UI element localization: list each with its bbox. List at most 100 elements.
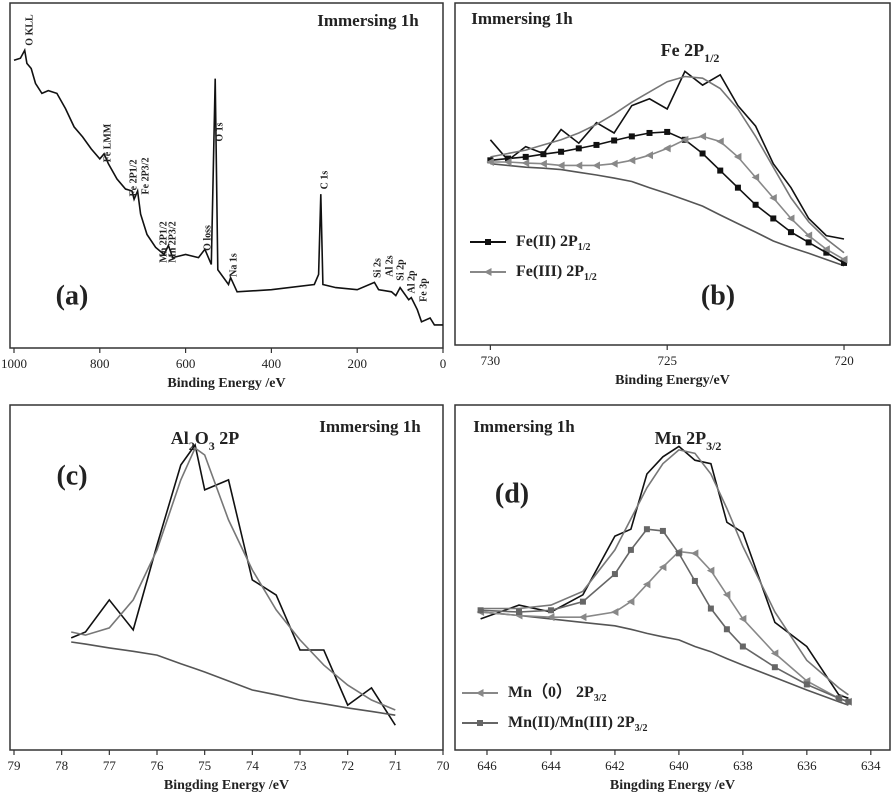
marker — [840, 255, 848, 264]
marker — [664, 128, 671, 135]
series-line — [480, 445, 849, 700]
marker — [699, 150, 706, 157]
x-tick-label: 74 — [246, 758, 260, 773]
marker — [680, 135, 689, 144]
x-axis-title: Binding Energy/eV — [615, 373, 730, 388]
x-tick-label: 71 — [389, 758, 402, 773]
marker — [658, 563, 667, 572]
panel-title: Mn 2P3/2 — [655, 428, 722, 453]
marker — [722, 590, 731, 599]
marker — [611, 571, 618, 578]
panel-label: (a) — [56, 280, 89, 311]
panel-title-part: 2P — [215, 428, 240, 448]
marker — [659, 527, 666, 534]
x-axis-title: Binding Energy /eV — [167, 376, 285, 391]
marker — [822, 245, 830, 254]
panel-title-part: Fe 2P — [661, 40, 704, 60]
legend-label: Fe(III) 2P1/2 — [516, 263, 597, 283]
marker — [574, 161, 583, 170]
x-tick-label: 640 — [669, 758, 689, 773]
legend-label-part: 1/2 — [578, 242, 591, 253]
sample-label: Immersing 1h — [473, 417, 575, 436]
series-line — [490, 75, 845, 254]
marker — [823, 249, 830, 256]
marker — [643, 526, 650, 533]
panel-title-part: 1/2 — [704, 51, 719, 65]
marker — [841, 259, 848, 266]
series-line — [71, 446, 396, 711]
marker — [505, 155, 512, 162]
x-tick-label: 0 — [440, 356, 447, 371]
x-tick-label: 636 — [797, 758, 817, 773]
x-tick-label: 72 — [341, 758, 354, 773]
panel-title-part: O — [195, 428, 209, 448]
sample-label: Immersing 1h — [471, 9, 573, 28]
series-line — [490, 162, 845, 267]
marker — [628, 133, 635, 140]
marker — [610, 159, 618, 168]
marker — [579, 598, 586, 605]
panel-title-part: 2 — [189, 439, 195, 453]
legend-label-part: Mn（0） 2P — [508, 683, 594, 701]
series-line — [480, 449, 849, 696]
plot-frame — [454, 404, 891, 751]
x-tick-label: 730 — [481, 353, 501, 368]
peak-label: O loss — [202, 225, 213, 251]
marker — [786, 214, 795, 223]
marker — [691, 577, 698, 584]
marker — [717, 167, 724, 174]
marker — [752, 201, 759, 208]
peak-label: Si 2s — [372, 258, 383, 278]
marker — [738, 614, 747, 623]
series-line — [13, 47, 443, 326]
panel-label: (c) — [56, 460, 87, 491]
x-tick-label: 720 — [834, 353, 854, 368]
panel-title-part: Mn 2P — [655, 428, 707, 448]
marker — [546, 613, 555, 622]
marker — [663, 144, 671, 153]
marker — [733, 152, 742, 161]
legend-label: Fe(II) 2P1/2 — [516, 233, 591, 253]
x-tick-label: 78 — [55, 758, 68, 773]
x-axis-title: Bingding Energy /eV — [164, 778, 289, 793]
x-tick-label: 1000 — [1, 356, 27, 371]
marker — [485, 239, 491, 245]
x-tick-label: 642 — [605, 758, 625, 773]
x-tick-label: 200 — [347, 356, 367, 371]
marker — [690, 549, 699, 558]
legend-label-part: Fe(II) 2P — [516, 233, 578, 250]
marker — [723, 626, 730, 633]
legend-label-part: Fe(III) 2P — [516, 263, 584, 280]
panel-title: Al2O3 2P — [171, 428, 240, 453]
marker — [610, 608, 619, 616]
plot-frame — [454, 2, 891, 346]
x-tick-label: 79 — [8, 758, 21, 773]
series-line — [480, 528, 849, 703]
legend-label: Mn(II)/Mn(III) 2P3/2 — [508, 714, 647, 734]
peak-label: O KLL — [24, 14, 35, 46]
marker — [675, 550, 682, 557]
marker — [522, 153, 529, 160]
x-tick-label: 75 — [198, 758, 211, 773]
legend-label-part: 3/2 — [635, 723, 648, 734]
x-tick-label: 634 — [861, 758, 881, 773]
marker — [627, 156, 636, 165]
marker — [770, 649, 779, 658]
peak-label: C 1s — [319, 171, 330, 190]
marker — [592, 161, 600, 170]
marker — [539, 159, 547, 168]
peak-label: Si 2p — [395, 259, 406, 281]
marker — [706, 566, 715, 575]
x-tick-label: 400 — [262, 356, 282, 371]
marker — [805, 239, 812, 246]
legend-label-part: Mn(II)/Mn(III) 2P — [508, 714, 635, 731]
panel-label: (b) — [701, 280, 735, 311]
marker — [770, 215, 777, 222]
marker — [476, 689, 484, 697]
x-axis-title: Bingding Energy /eV — [610, 778, 735, 793]
marker — [642, 580, 651, 589]
series-line — [480, 611, 849, 706]
marker — [804, 231, 813, 240]
plot-frame — [9, 2, 444, 349]
